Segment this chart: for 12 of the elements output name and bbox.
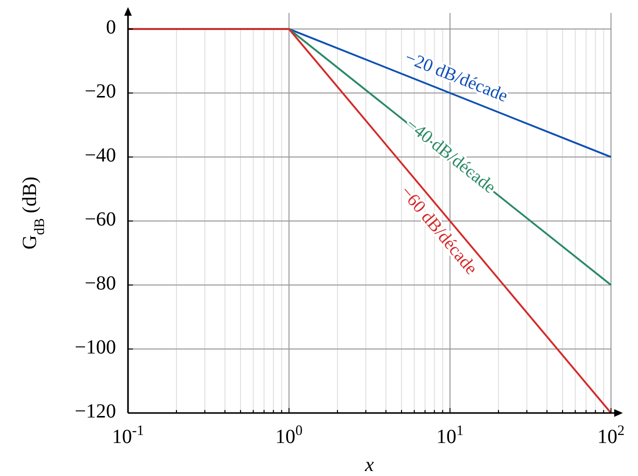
- x-tick-label: 10$^{-1}$: [112, 423, 144, 448]
- y-tick-label: −80: [84, 272, 116, 295]
- x-tick-label: 10$^{0}$: [275, 423, 303, 448]
- x-axis-title: x: [364, 454, 374, 476]
- y-tick-label: −120: [74, 400, 116, 423]
- x-tick-label: 10$^{1}$: [436, 423, 464, 448]
- y-tick-label: 0: [106, 16, 116, 39]
- y-tick-label: −100: [74, 336, 116, 359]
- y-tick-label: −40: [84, 144, 116, 167]
- x-tick-label: 10$^{2}$: [597, 423, 625, 448]
- y-tick-label: −20: [84, 80, 116, 103]
- y-tick-label: −60: [84, 208, 116, 231]
